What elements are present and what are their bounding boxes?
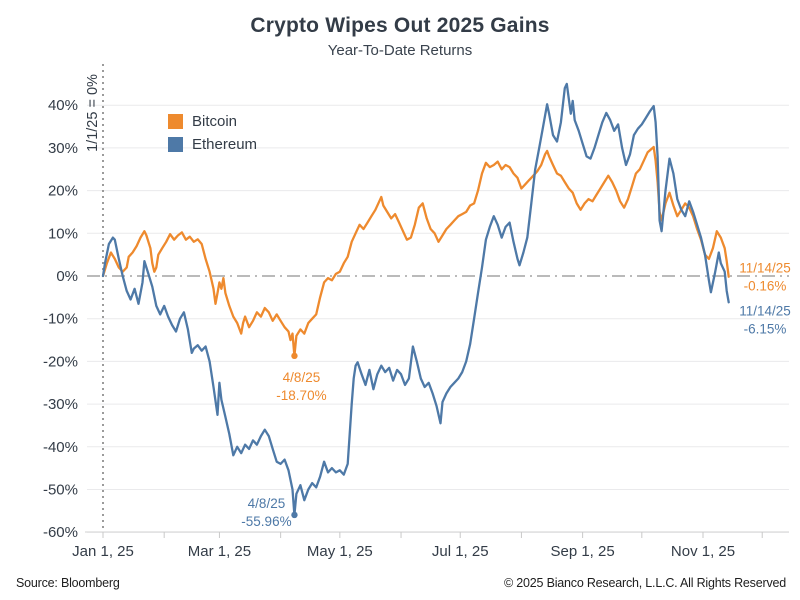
ethereum-swatch-icon <box>168 137 183 152</box>
bitcoin-annotation: 4/8/25 <box>283 370 321 385</box>
y-tick-label: -40% <box>43 439 78 456</box>
y-tick-label: 30% <box>48 140 78 157</box>
copyright-note: © 2025 Bianco Research, L.L.C. All Right… <box>504 576 786 590</box>
y-tick-label: -60% <box>43 524 78 541</box>
y-tick-label: 10% <box>48 225 78 242</box>
ethereum-line <box>101 82 730 517</box>
ethereum-low-marker <box>291 511 298 519</box>
bitcoin-line <box>101 145 730 357</box>
source-note: Source: Bloomberg <box>16 576 120 590</box>
legend-label-bitcoin: Bitcoin <box>192 113 238 130</box>
chart-subtitle: Year-To-Date Returns <box>327 42 473 59</box>
legend-label-ethereum: Ethereum <box>192 136 258 153</box>
bitcoin-annotation: -0.16% <box>744 279 787 294</box>
y-tick-label: -30% <box>43 396 78 413</box>
chart-title: Crypto Wipes Out 2025 Gains <box>250 14 550 37</box>
y-tick-label: 20% <box>48 183 78 200</box>
bitcoin-swatch-icon <box>168 114 183 129</box>
legend-item-bitcoin: Bitcoin <box>168 110 257 133</box>
y-tick-label: -10% <box>43 311 78 328</box>
bitcoin-annotation: 11/14/25 <box>739 261 791 276</box>
y-tick-label: -50% <box>43 482 78 499</box>
ethereum-annotation: 11/14/25 <box>739 303 791 318</box>
baseline-note: 1/1/25 = 0% <box>85 74 101 152</box>
ethereum-annotation: 4/8/25 <box>248 496 286 511</box>
x-tick-label: Jul 1, 25 <box>432 543 489 560</box>
ethereum-annotation: -55.96% <box>241 514 291 529</box>
x-tick-label: May 1, 25 <box>307 543 373 560</box>
y-tick-label: 40% <box>48 97 78 114</box>
bitcoin-annotation: -18.70% <box>276 388 326 403</box>
bitcoin-low-marker <box>291 352 298 360</box>
legend-item-ethereum: Ethereum <box>168 133 257 156</box>
y-tick-label: -20% <box>43 353 78 370</box>
x-tick-label: Sep 1, 25 <box>550 543 614 560</box>
legend: Bitcoin Ethereum <box>168 110 257 156</box>
x-tick-label: Jan 1, 25 <box>72 543 134 560</box>
y-tick-label: 0% <box>56 268 78 285</box>
ethereum-annotation: -6.15% <box>744 321 787 336</box>
x-tick-label: Mar 1, 25 <box>188 543 251 560</box>
x-tick-label: Nov 1, 25 <box>671 543 735 560</box>
